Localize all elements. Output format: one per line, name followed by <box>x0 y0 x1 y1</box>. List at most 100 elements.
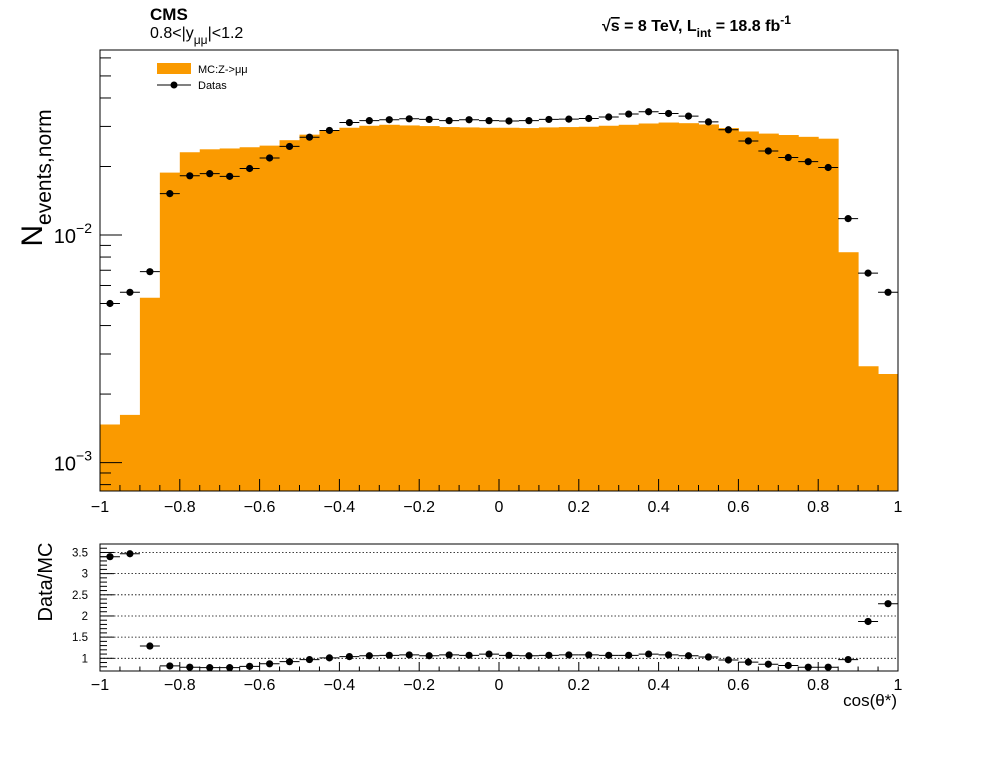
mc-bar <box>798 136 819 491</box>
mc-bar <box>159 172 181 492</box>
x-tick-label: 1 <box>894 499 903 516</box>
ratio-x-tick-label: −1 <box>91 677 109 694</box>
legend-mc-label: MC:Z->μμ <box>198 64 248 76</box>
data-point <box>864 269 872 277</box>
ratio-point <box>545 651 553 659</box>
mc-bar <box>179 152 201 491</box>
ratio-plot: −1 −0.8 −0.6 −0.4 −0.2 0 0.2 0.4 0.6 0.8 1 1 1.5 2 2.… <box>72 543 903 694</box>
mc-bar <box>738 131 759 491</box>
data-point <box>265 154 274 162</box>
data-point <box>664 109 673 118</box>
data-point <box>645 108 653 116</box>
ratio-point <box>265 660 274 668</box>
rapidity-label: 0.8<|yμμ|<1.2 <box>150 25 243 47</box>
mc-bar <box>479 127 500 491</box>
data-point <box>445 117 453 125</box>
mc-bar <box>199 149 221 492</box>
ratio-point <box>645 650 653 658</box>
ratio-point <box>126 550 134 558</box>
x-tick-label: −0.2 <box>403 499 435 516</box>
ratio-point <box>146 642 154 650</box>
ratio-point <box>884 600 892 608</box>
ratio-x-tick-label: −0.8 <box>164 677 196 694</box>
x-tick-label: 0.4 <box>647 499 669 516</box>
mc-bar <box>518 128 540 491</box>
mc-bar <box>299 134 320 491</box>
ratio-point <box>166 662 174 670</box>
ratio-plot-frame <box>99 543 899 672</box>
data-point <box>884 288 892 296</box>
sqrt-symbol: √ <box>602 18 611 35</box>
data-point <box>226 172 234 180</box>
ratio-y-tick-label: 2 <box>82 611 88 623</box>
mc-bar <box>578 126 600 492</box>
mc-bar <box>858 366 879 491</box>
mc-bar <box>139 297 161 491</box>
mc-bar <box>319 130 340 491</box>
mc-bar <box>638 123 660 492</box>
ratio-x-tick-label: −0.4 <box>324 677 356 694</box>
data-point <box>605 113 613 121</box>
ratio-point <box>605 651 613 659</box>
mc-bar <box>339 127 360 491</box>
ratio-point <box>724 656 733 664</box>
data-point <box>565 115 573 123</box>
ratio-x-tick-labels: −1 −0.8 −0.6 −0.4 −0.2 0 0.2 0.4 0.6 0.8 1 <box>91 677 903 694</box>
ratio-points <box>100 550 898 672</box>
mc-bar <box>818 138 839 491</box>
lumi-text: = 18.8 fb <box>711 18 780 35</box>
main-x-tick-labels: −1 −0.8 −0.6 −0.4 −0.2 0 0.2 0.4 0.6 0.8 1 <box>91 499 903 516</box>
ratio-point <box>764 660 772 668</box>
ratio-x-ticks <box>99 662 899 671</box>
data-point <box>345 118 353 127</box>
data-point <box>385 116 393 124</box>
main-y-axis-title: Nevents,norm <box>16 109 56 246</box>
mc-bar <box>618 124 640 492</box>
data-point <box>704 118 713 126</box>
data-point <box>744 137 752 145</box>
ratio-x-tick-label: 0.6 <box>727 677 749 694</box>
data-point <box>146 268 154 276</box>
data-point <box>325 126 334 135</box>
energy-lumi-label: √s = 8 TeV, Lint = 18.8 fb-1 <box>602 13 791 40</box>
data-point <box>365 117 373 125</box>
data-point <box>285 142 294 151</box>
ratio-point <box>226 664 234 672</box>
ratio-point <box>465 651 473 659</box>
data-point <box>206 170 214 178</box>
data-point <box>505 117 513 125</box>
ratio-x-tick-label: 0.4 <box>647 677 669 694</box>
mc-bar <box>658 122 680 491</box>
x-tick-label: −0.8 <box>164 499 196 516</box>
ratio-point <box>445 651 453 659</box>
rapidity-post: |<1.2 <box>208 25 244 42</box>
ratio-point <box>784 661 792 670</box>
main-x-ticks <box>99 479 899 491</box>
data-point <box>465 116 473 124</box>
x-tick-label: −0.4 <box>324 499 356 516</box>
mc-bar <box>558 127 580 491</box>
mc-bar <box>219 148 241 491</box>
data-point <box>844 215 852 223</box>
ratio-point <box>824 663 832 671</box>
ratio-point <box>186 663 194 671</box>
x-tick-label: 0.2 <box>568 499 590 516</box>
mc-bar <box>359 125 380 492</box>
data-point <box>425 115 433 124</box>
ratio-point <box>365 652 373 660</box>
mc-bar <box>119 414 141 491</box>
main-y-tick-labels: 10−2 10−3 <box>54 220 92 476</box>
y-tick-label: 10−3 <box>54 448 92 476</box>
main-y-title-sub: events,norm <box>33 109 56 225</box>
data-point <box>126 288 134 296</box>
mc-bar <box>598 125 620 492</box>
ratio-point <box>385 651 393 659</box>
data-points <box>100 108 898 308</box>
data-point <box>764 147 772 155</box>
data-point <box>724 126 733 134</box>
ratio-gridlines <box>100 552 898 659</box>
ratio-point <box>305 655 314 664</box>
main-y-title-main: N <box>16 225 49 247</box>
mc-bar <box>239 147 261 492</box>
data-point <box>545 115 553 124</box>
